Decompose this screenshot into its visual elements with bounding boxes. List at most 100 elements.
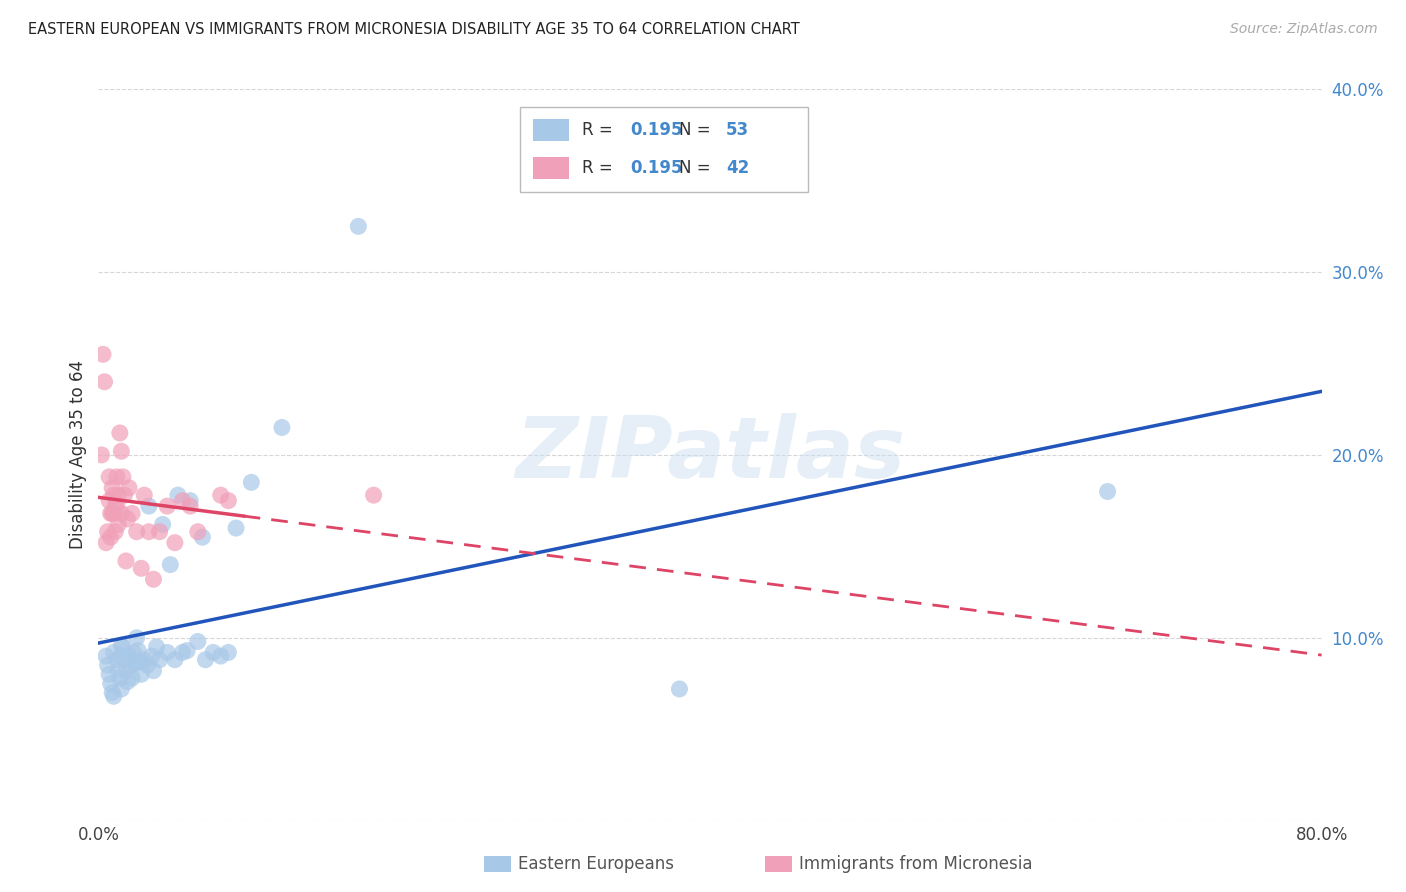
Point <box>134 488 156 502</box>
Y-axis label: Disability Age 35 to 64: Disability Age 35 to 64 <box>69 360 87 549</box>
Point <box>194 653 217 667</box>
Point <box>145 640 167 654</box>
Point <box>156 499 179 513</box>
Point <box>209 649 232 664</box>
Text: ZIPatlas: ZIPatlas <box>515 413 905 497</box>
Point <box>98 470 121 484</box>
Point <box>142 572 165 586</box>
Point <box>141 649 163 664</box>
Point <box>138 524 160 539</box>
Point <box>191 530 214 544</box>
FancyBboxPatch shape <box>520 108 808 192</box>
Point <box>107 664 129 678</box>
Point <box>167 488 190 502</box>
Bar <box>484 855 510 871</box>
Text: Eastern Europeans: Eastern Europeans <box>517 855 673 872</box>
Point <box>217 493 239 508</box>
Point <box>101 507 124 521</box>
Point <box>117 674 139 689</box>
Point <box>112 653 135 667</box>
Point <box>100 507 122 521</box>
Bar <box>533 120 569 141</box>
Point <box>125 524 148 539</box>
Point <box>121 507 143 521</box>
Point <box>100 676 122 690</box>
Point <box>101 481 124 495</box>
Point <box>110 507 132 521</box>
Point <box>172 493 194 508</box>
Point <box>110 681 132 696</box>
Point <box>129 561 152 575</box>
Point <box>159 558 181 572</box>
Text: 0.195: 0.195 <box>630 121 683 139</box>
Point <box>115 554 138 568</box>
Point <box>108 671 131 685</box>
Point <box>149 653 172 667</box>
Point <box>98 493 121 508</box>
Point <box>103 488 125 502</box>
Point <box>217 645 239 659</box>
Point <box>108 425 131 440</box>
Point <box>104 524 127 539</box>
Point <box>110 638 132 652</box>
Text: 0.195: 0.195 <box>630 159 683 178</box>
Point <box>125 631 148 645</box>
Point <box>117 512 139 526</box>
Point <box>347 219 370 234</box>
Point <box>187 634 209 648</box>
Point <box>110 649 132 664</box>
Point <box>91 347 114 361</box>
Text: Immigrants from Micronesia: Immigrants from Micronesia <box>800 855 1033 872</box>
Point <box>94 649 117 664</box>
Point <box>120 658 142 673</box>
Point <box>156 645 179 659</box>
Point <box>363 488 385 502</box>
Point <box>121 671 143 685</box>
Text: Source: ZipAtlas.com: Source: ZipAtlas.com <box>1230 22 1378 37</box>
Point <box>129 667 152 681</box>
Text: 53: 53 <box>725 121 749 139</box>
Point <box>142 664 165 678</box>
Point <box>103 507 125 521</box>
Point <box>111 470 134 484</box>
Point <box>90 448 112 462</box>
Point <box>176 643 198 657</box>
Point <box>225 521 247 535</box>
Text: R =: R = <box>582 159 617 178</box>
Point <box>179 493 201 508</box>
Point <box>138 499 160 513</box>
Point <box>105 470 128 484</box>
Point <box>122 645 145 659</box>
Point <box>110 444 132 458</box>
Point <box>105 653 128 667</box>
Point <box>105 499 128 513</box>
Point <box>136 658 159 673</box>
Bar <box>765 855 792 871</box>
Text: 42: 42 <box>725 159 749 178</box>
Point <box>107 488 129 502</box>
Point <box>179 499 201 513</box>
Point <box>118 481 141 495</box>
Point <box>163 535 186 549</box>
Bar <box>533 157 569 179</box>
Point <box>118 649 141 664</box>
Point <box>149 524 172 539</box>
Point <box>209 488 232 502</box>
Point <box>202 645 225 659</box>
Point <box>107 517 129 532</box>
Text: R =: R = <box>582 121 617 139</box>
Point <box>112 488 135 502</box>
Point <box>97 524 120 539</box>
Point <box>97 658 120 673</box>
Point <box>111 640 134 654</box>
Point <box>127 643 149 657</box>
Point <box>94 535 117 549</box>
Text: N =: N = <box>679 121 716 139</box>
Point <box>103 690 125 704</box>
Point <box>93 375 115 389</box>
Point <box>1097 484 1119 499</box>
Point <box>270 420 292 434</box>
Text: EASTERN EUROPEAN VS IMMIGRANTS FROM MICRONESIA DISABILITY AGE 35 TO 64 CORRELATI: EASTERN EUROPEAN VS IMMIGRANTS FROM MICR… <box>28 22 800 37</box>
Point <box>163 653 186 667</box>
Point <box>172 645 194 659</box>
